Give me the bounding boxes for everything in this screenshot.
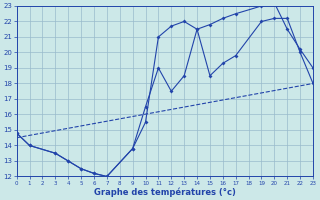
X-axis label: Graphe des températures (°c): Graphe des températures (°c) (94, 187, 236, 197)
